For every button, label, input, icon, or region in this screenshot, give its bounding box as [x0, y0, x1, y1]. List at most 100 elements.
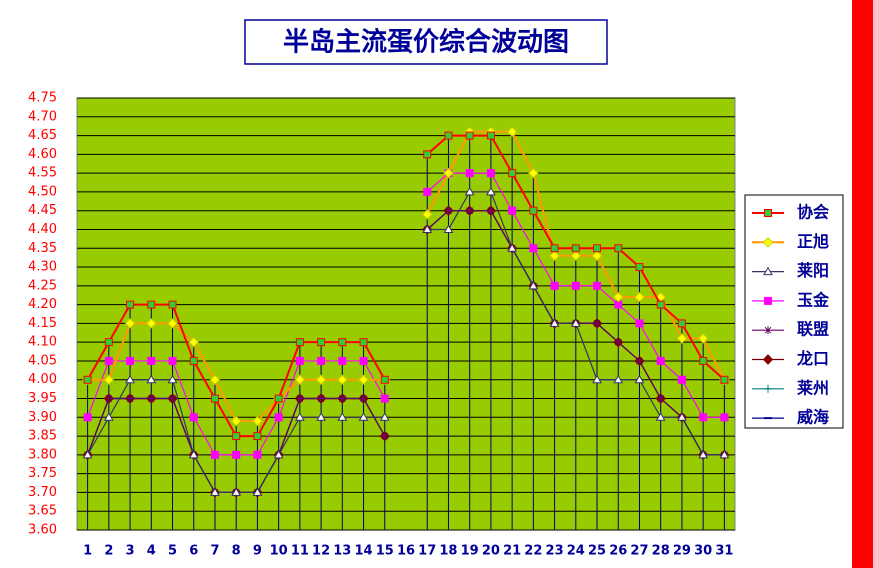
y-tick-label: 4.70	[28, 109, 57, 124]
marker	[317, 338, 326, 347]
marker	[103, 412, 114, 421]
x-tick-label: 7	[210, 544, 219, 559]
x-tick-label: 29	[673, 544, 691, 559]
marker	[296, 394, 304, 403]
marker	[465, 169, 474, 178]
marker	[719, 449, 730, 459]
x-tick-label: 3	[126, 544, 135, 559]
marker	[634, 291, 645, 303]
marker	[720, 375, 729, 384]
marker	[338, 394, 346, 403]
marker	[295, 356, 304, 365]
legend-marker	[763, 266, 773, 276]
x-tick-label: 8	[232, 544, 241, 559]
legend-label: 龙口	[796, 349, 829, 368]
marker	[528, 167, 539, 179]
marker	[508, 206, 517, 215]
marker	[486, 186, 496, 196]
x-tick-label: 9	[253, 544, 262, 559]
marker	[358, 374, 369, 385]
marker	[253, 432, 262, 441]
marker	[188, 336, 199, 348]
marker	[210, 450, 219, 459]
marker	[591, 250, 603, 261]
marker	[126, 356, 135, 365]
marker	[125, 374, 135, 384]
marker	[549, 250, 560, 261]
marker	[465, 131, 474, 140]
marker	[83, 375, 92, 384]
legend-marker	[762, 237, 774, 248]
marker	[147, 394, 155, 403]
marker	[232, 432, 241, 441]
legend-label: 玉金	[797, 290, 830, 309]
y-tick-label: 4.40	[28, 222, 57, 237]
y-tick-label: 4.30	[28, 260, 57, 275]
y-tick-label: 4.45	[28, 203, 57, 218]
plot-area	[76, 97, 736, 531]
marker	[103, 374, 115, 385]
marker	[486, 131, 495, 140]
marker	[677, 375, 686, 384]
marker	[506, 126, 518, 138]
marker	[232, 450, 241, 459]
marker	[697, 333, 709, 344]
y-tick-label: 3.65	[28, 504, 57, 519]
legend-label: 莱州	[797, 378, 829, 397]
marker	[677, 319, 686, 328]
marker	[337, 412, 348, 421]
y-tick-label: 3.60	[28, 523, 57, 538]
title-box	[244, 19, 608, 65]
y-tick-label: 4.60	[28, 147, 57, 162]
marker	[486, 169, 495, 178]
marker	[360, 394, 367, 403]
marker	[315, 374, 327, 385]
marker	[698, 449, 709, 459]
marker	[295, 338, 304, 347]
x-tick-label: 13	[333, 544, 351, 559]
marker	[634, 374, 645, 384]
marker	[422, 224, 433, 233]
marker	[443, 224, 454, 233]
x-tick-label: 4	[147, 544, 156, 559]
x-tick-label: 2	[104, 544, 113, 559]
marker	[294, 374, 306, 385]
x-tick-label: 20	[482, 544, 500, 559]
legend-label: 莱阳	[797, 261, 829, 280]
marker	[124, 318, 136, 329]
marker	[188, 449, 199, 459]
y-tick-label: 4.35	[28, 241, 57, 256]
marker	[274, 394, 283, 403]
marker	[253, 450, 262, 459]
marker	[466, 206, 474, 215]
marker	[147, 356, 156, 365]
marker	[359, 356, 368, 365]
marker	[210, 394, 219, 403]
marker	[380, 375, 389, 384]
marker	[699, 413, 708, 422]
marker	[168, 300, 177, 309]
marker	[126, 394, 134, 403]
x-tick-label: 15	[376, 544, 394, 559]
marker	[699, 356, 708, 365]
marker	[529, 206, 538, 215]
y-tick-label: 4.50	[28, 184, 57, 199]
marker	[126, 300, 135, 309]
marker	[550, 281, 559, 290]
y-tick-label: 4.75	[28, 91, 57, 106]
marker	[252, 487, 263, 496]
marker	[82, 449, 93, 459]
x-tick-label: 31	[715, 544, 733, 559]
marker	[338, 338, 347, 347]
y-tick-label: 4.65	[28, 128, 57, 143]
marker	[146, 318, 157, 329]
legend-marker	[764, 384, 772, 393]
y-tick-label: 3.70	[28, 485, 57, 500]
marker	[614, 338, 622, 347]
x-tick-label: 27	[630, 544, 648, 559]
marker	[317, 356, 326, 365]
x-tick-label: 12	[312, 544, 330, 559]
marker	[209, 374, 221, 385]
marker	[105, 394, 113, 403]
marker	[508, 169, 517, 178]
